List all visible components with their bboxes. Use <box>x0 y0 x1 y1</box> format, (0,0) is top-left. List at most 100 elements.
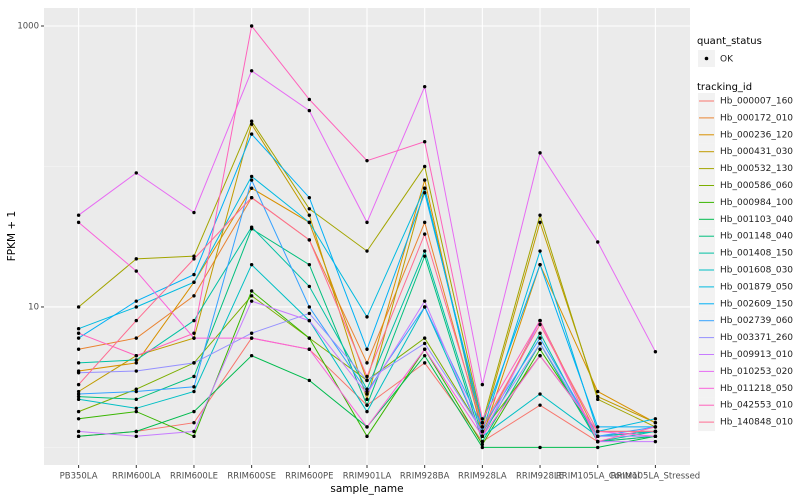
point <box>596 240 600 244</box>
point <box>134 269 138 273</box>
point <box>596 394 600 399</box>
point <box>307 220 312 225</box>
legend-label: Hb_002609_150 <box>720 299 793 309</box>
point <box>76 417 81 421</box>
point <box>365 409 369 414</box>
point <box>76 220 81 225</box>
point <box>307 97 312 102</box>
point <box>249 289 254 293</box>
point <box>307 311 312 316</box>
point <box>249 69 254 73</box>
point <box>192 389 196 394</box>
point <box>365 389 369 394</box>
point <box>538 220 542 225</box>
point <box>134 406 138 410</box>
y-axis-title: FPKM + 1 <box>6 211 18 261</box>
point <box>422 220 427 225</box>
point <box>365 315 369 319</box>
point <box>538 151 542 155</box>
point <box>480 425 485 429</box>
x-axis-title: sample_name <box>330 483 403 495</box>
x-tick-label: RRIM105LA_Control <box>556 472 640 482</box>
point <box>192 294 196 298</box>
legend-label: Hb_009913_010 <box>720 350 793 360</box>
point <box>249 225 254 229</box>
point <box>307 284 312 289</box>
point <box>192 336 196 340</box>
point <box>422 341 427 346</box>
point <box>480 439 485 444</box>
point <box>134 389 138 394</box>
point <box>422 232 427 236</box>
y-tick-label: 1000 <box>17 21 39 31</box>
point <box>596 445 600 450</box>
point <box>134 387 138 391</box>
point <box>365 403 369 407</box>
point <box>480 417 485 421</box>
point <box>76 434 81 439</box>
point <box>653 417 658 421</box>
point <box>192 429 196 434</box>
legend-label: Hb_001608_030 <box>720 266 793 276</box>
point <box>134 336 138 340</box>
point <box>480 434 485 439</box>
point <box>653 421 658 425</box>
point <box>192 254 196 258</box>
point <box>192 331 196 335</box>
point <box>192 280 196 284</box>
legend-label: Hb_140848_010 <box>720 418 793 428</box>
point <box>249 24 254 28</box>
point <box>307 195 312 200</box>
point <box>596 439 600 444</box>
point <box>422 178 427 182</box>
x-tick-label: RRIM600SE <box>227 472 276 482</box>
point <box>538 445 542 450</box>
point <box>192 272 196 277</box>
point <box>134 318 138 323</box>
point <box>249 336 254 340</box>
point <box>76 336 81 340</box>
point <box>307 347 312 351</box>
point <box>422 361 427 365</box>
point <box>307 336 312 340</box>
point <box>538 249 542 253</box>
legend-label: Hb_000431_030 <box>720 147 793 157</box>
point <box>422 191 427 195</box>
point <box>76 394 81 399</box>
point <box>249 186 254 190</box>
point <box>192 434 196 439</box>
legend-label: Hb_003371_260 <box>720 333 793 343</box>
point <box>249 331 254 335</box>
point <box>76 305 81 309</box>
point <box>76 331 81 335</box>
point <box>192 421 196 425</box>
point <box>307 318 312 323</box>
point <box>134 361 138 365</box>
point <box>307 262 312 267</box>
point <box>76 392 81 396</box>
point <box>422 254 427 258</box>
point <box>249 119 254 123</box>
point <box>307 108 312 113</box>
point <box>134 429 138 434</box>
point <box>76 382 81 387</box>
point <box>538 318 542 323</box>
x-tick-label: RRIM600PE <box>285 472 333 482</box>
point <box>596 425 600 429</box>
legend-label: Hb_001879_050 <box>720 282 793 292</box>
point <box>249 353 254 358</box>
legend-label: Hb_001148_040 <box>720 232 793 242</box>
legend-label: Hb_000236_120 <box>720 130 793 140</box>
legend-label: Hb_001408_150 <box>720 249 793 259</box>
point <box>307 238 312 242</box>
point <box>249 132 254 136</box>
point <box>538 336 542 340</box>
point <box>653 429 658 434</box>
legend-label: Hb_042553_010 <box>720 401 793 411</box>
point <box>76 397 81 402</box>
point <box>480 445 485 450</box>
point <box>192 374 196 379</box>
point <box>192 361 196 365</box>
point <box>596 389 600 394</box>
x-tick-label: RRIM928LA <box>458 472 507 482</box>
